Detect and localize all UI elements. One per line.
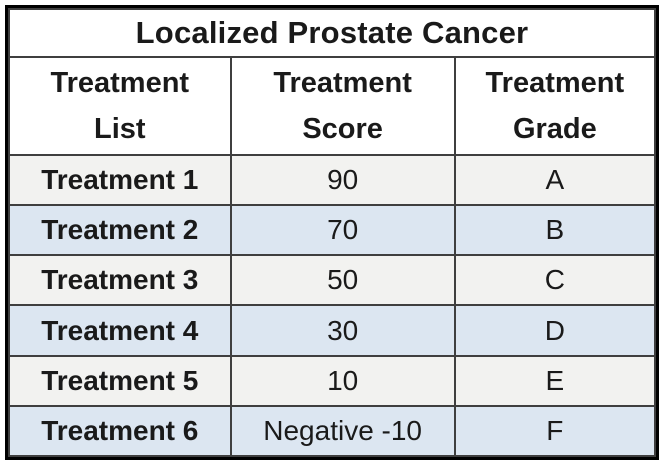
column-header-treatment-score: Treatment Score — [229, 56, 456, 156]
header-row: Treatment List Treatment Score Treatment… — [8, 56, 657, 156]
header-line-2: Grade — [512, 113, 597, 145]
treatment-grade-cell: E — [453, 354, 657, 407]
table-row: Treatment 5 10 E — [8, 354, 657, 407]
treatment-name-cell: Treatment 5 — [8, 354, 232, 407]
treatment-score-cell: 90 — [229, 153, 456, 207]
table-title: Localized Prostate Cancer — [8, 8, 656, 58]
column-header-treatment-grade: Treatment Grade — [453, 56, 657, 156]
header-line-1: Treatment — [50, 67, 190, 99]
treatment-grade-cell: D — [453, 304, 657, 357]
header-line-2: List — [94, 113, 146, 145]
table-row: Treatment 3 50 C — [8, 254, 657, 307]
table-row: Treatment 1 90 A — [8, 153, 657, 207]
header-line-1: Treatment — [273, 67, 412, 99]
treatment-name-cell: Treatment 2 — [8, 204, 232, 257]
treatment-table: Localized Prostate Cancer Treatment List… — [8, 8, 657, 458]
treatment-grade-cell: F — [453, 404, 657, 458]
treatment-table-frame: Localized Prostate Cancer Treatment List… — [5, 5, 659, 460]
header-line-1: Treatment — [485, 67, 625, 99]
treatment-score-cell: Negative -10 — [229, 404, 456, 458]
treatment-score-cell: 50 — [229, 254, 456, 307]
treatment-grade-cell: C — [453, 254, 657, 307]
header-line-2: Score — [302, 113, 383, 145]
treatment-score-cell: 70 — [229, 204, 456, 257]
treatment-name-cell: Treatment 4 — [8, 304, 232, 357]
table-row: Treatment 2 70 B — [8, 204, 657, 257]
treatment-name-cell: Treatment 6 — [8, 404, 232, 458]
table-row: Treatment 6 Negative -10 F — [8, 404, 657, 458]
treatment-score-cell: 30 — [229, 304, 456, 357]
table-row: Treatment 4 30 D — [8, 304, 657, 357]
treatment-grade-cell: A — [453, 153, 657, 207]
treatment-name-cell: Treatment 3 — [8, 254, 232, 307]
title-row: Localized Prostate Cancer — [8, 8, 656, 58]
treatment-score-cell: 10 — [229, 354, 456, 407]
treatment-grade-cell: B — [453, 204, 657, 257]
column-header-treatment-list: Treatment List — [8, 56, 232, 156]
treatment-name-cell: Treatment 1 — [8, 153, 232, 207]
